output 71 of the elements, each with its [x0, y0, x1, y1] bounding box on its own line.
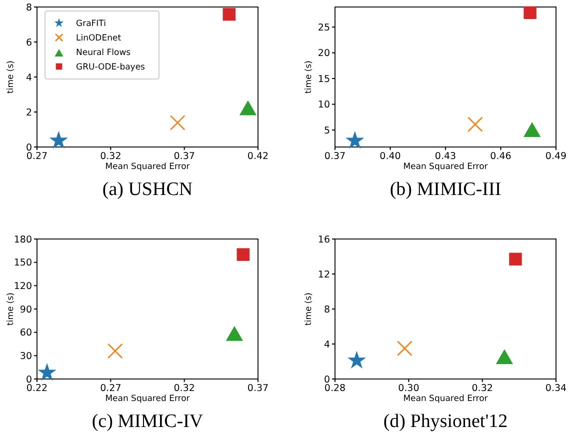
- y-tick-label: 6: [26, 37, 32, 48]
- point: [236, 248, 250, 261]
- point: [523, 122, 541, 137]
- x-tick-label: 0.43: [434, 151, 456, 162]
- legend-label: GRU-ODE-bayes: [76, 62, 146, 72]
- point: [107, 343, 123, 359]
- x-tick-label: 0.37: [247, 383, 269, 394]
- y-tick-label: 8: [324, 304, 330, 316]
- y-axis-title: time (s): [304, 60, 314, 94]
- x-tick-label: 0.27: [100, 383, 122, 394]
- point: [524, 6, 536, 20]
- point: [347, 350, 366, 369]
- point: [170, 115, 186, 130]
- y-tick-label: 30: [20, 350, 32, 362]
- y-tick-label: 90: [20, 304, 32, 316]
- y-tick-label: 15: [318, 74, 330, 85]
- y-axis-title: time (s): [6, 292, 16, 326]
- x-axis-title: Mean Squared Error: [105, 394, 190, 404]
- y-tick-label: 8: [26, 2, 32, 14]
- x-axis-title: Mean Squared Error: [403, 162, 488, 172]
- x-tick-label: 0.40: [380, 151, 401, 162]
- x-tick-label: 0.32: [174, 383, 195, 394]
- point: [346, 131, 364, 149]
- point: [38, 362, 56, 381]
- y-tick-label: 150: [14, 258, 32, 269]
- x-tick-label: 0.34: [545, 383, 567, 394]
- x-axis-title: Mean Squared Error: [105, 162, 190, 172]
- x-tick-label: 0.46: [490, 151, 512, 162]
- x-axis-title: Mean Squared Error: [403, 394, 488, 404]
- y-tick-label: 120: [14, 280, 32, 292]
- point: [239, 100, 257, 116]
- x-tick-label: 0.42: [247, 151, 269, 162]
- y-axis-title: time (s): [6, 60, 16, 94]
- y-tick-label: 12: [318, 269, 330, 280]
- legend-label: LinODEnet: [76, 33, 122, 44]
- x-tick-label: 0.32: [100, 151, 122, 162]
- y-tick-label: 2: [26, 107, 32, 118]
- y-tick-label: 60: [20, 328, 32, 339]
- x-tick-label: 0.27: [26, 151, 48, 162]
- x-tick-label: 0.22: [26, 383, 48, 394]
- legend-label: GraFITi: [76, 18, 106, 29]
- point: [49, 130, 68, 149]
- text: (c) MIMIC-IV: [92, 411, 204, 432]
- y-tick-label: 20: [318, 48, 330, 60]
- point: [468, 116, 483, 132]
- point: [396, 340, 412, 356]
- point: [509, 252, 522, 266]
- y-tick-label: 180: [14, 234, 32, 246]
- y-tick-label: 0: [26, 374, 32, 386]
- y-tick-label: 0: [26, 142, 32, 154]
- text: (d) Physionet'12: [383, 411, 508, 432]
- x-tick-label: 0.37: [174, 151, 195, 162]
- legend-label: Neural Flows: [76, 48, 132, 58]
- point: [496, 349, 514, 364]
- y-tick-label: 5: [324, 125, 330, 136]
- x-tick-label: 0.28: [324, 383, 346, 394]
- x-tick-label: 0.30: [398, 383, 420, 394]
- y-tick-label: 4: [26, 72, 32, 84]
- point: [222, 8, 236, 21]
- y-tick-label: 25: [318, 22, 330, 34]
- x-tick-label: 0.32: [472, 383, 493, 394]
- text: (a) USHCN: [102, 179, 193, 200]
- y-tick-label: 10: [318, 100, 330, 111]
- y-tick-label: 16: [318, 234, 330, 246]
- y-axis-title: time (s): [304, 292, 314, 326]
- point: [226, 326, 244, 341]
- x-tick-label: 0.37: [324, 151, 346, 162]
- x-tick-label: 0.49: [545, 151, 567, 162]
- y-tick-label: 4: [324, 339, 330, 350]
- y-tick-label: 0: [324, 374, 330, 386]
- text: (b) MIMIC-III: [390, 179, 502, 200]
